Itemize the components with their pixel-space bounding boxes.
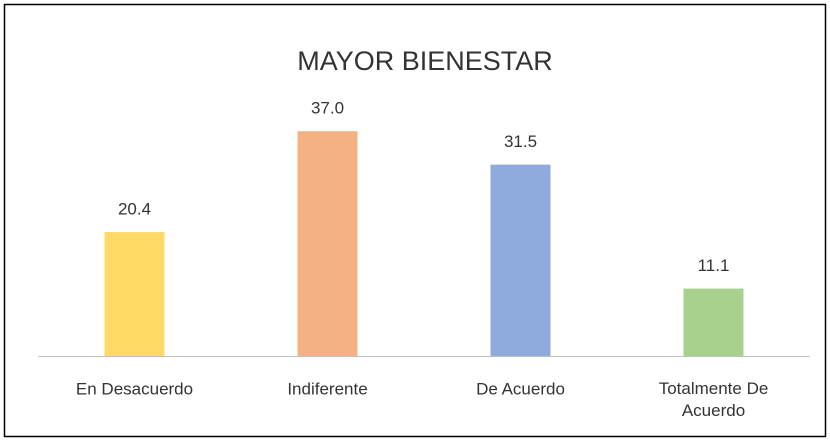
chart-title: MAYOR BIENESTAR [297,46,553,76]
bar [490,164,551,356]
x-tick-label: Totalmente De Acuerdo [659,379,769,420]
data-label: 37.0 [311,99,344,118]
data-label: 31.5 [504,132,537,151]
bar [297,131,358,356]
x-tick-label: De Acuerdo [476,379,565,398]
data-label: 11.1 [698,256,730,275]
data-label: 20.4 [118,200,151,219]
bar [683,288,744,356]
bar [104,232,165,356]
x-tick-label: Indiferente [287,379,367,398]
x-tick-label: En Desacuerdo [76,379,193,398]
chart-border [3,3,827,438]
